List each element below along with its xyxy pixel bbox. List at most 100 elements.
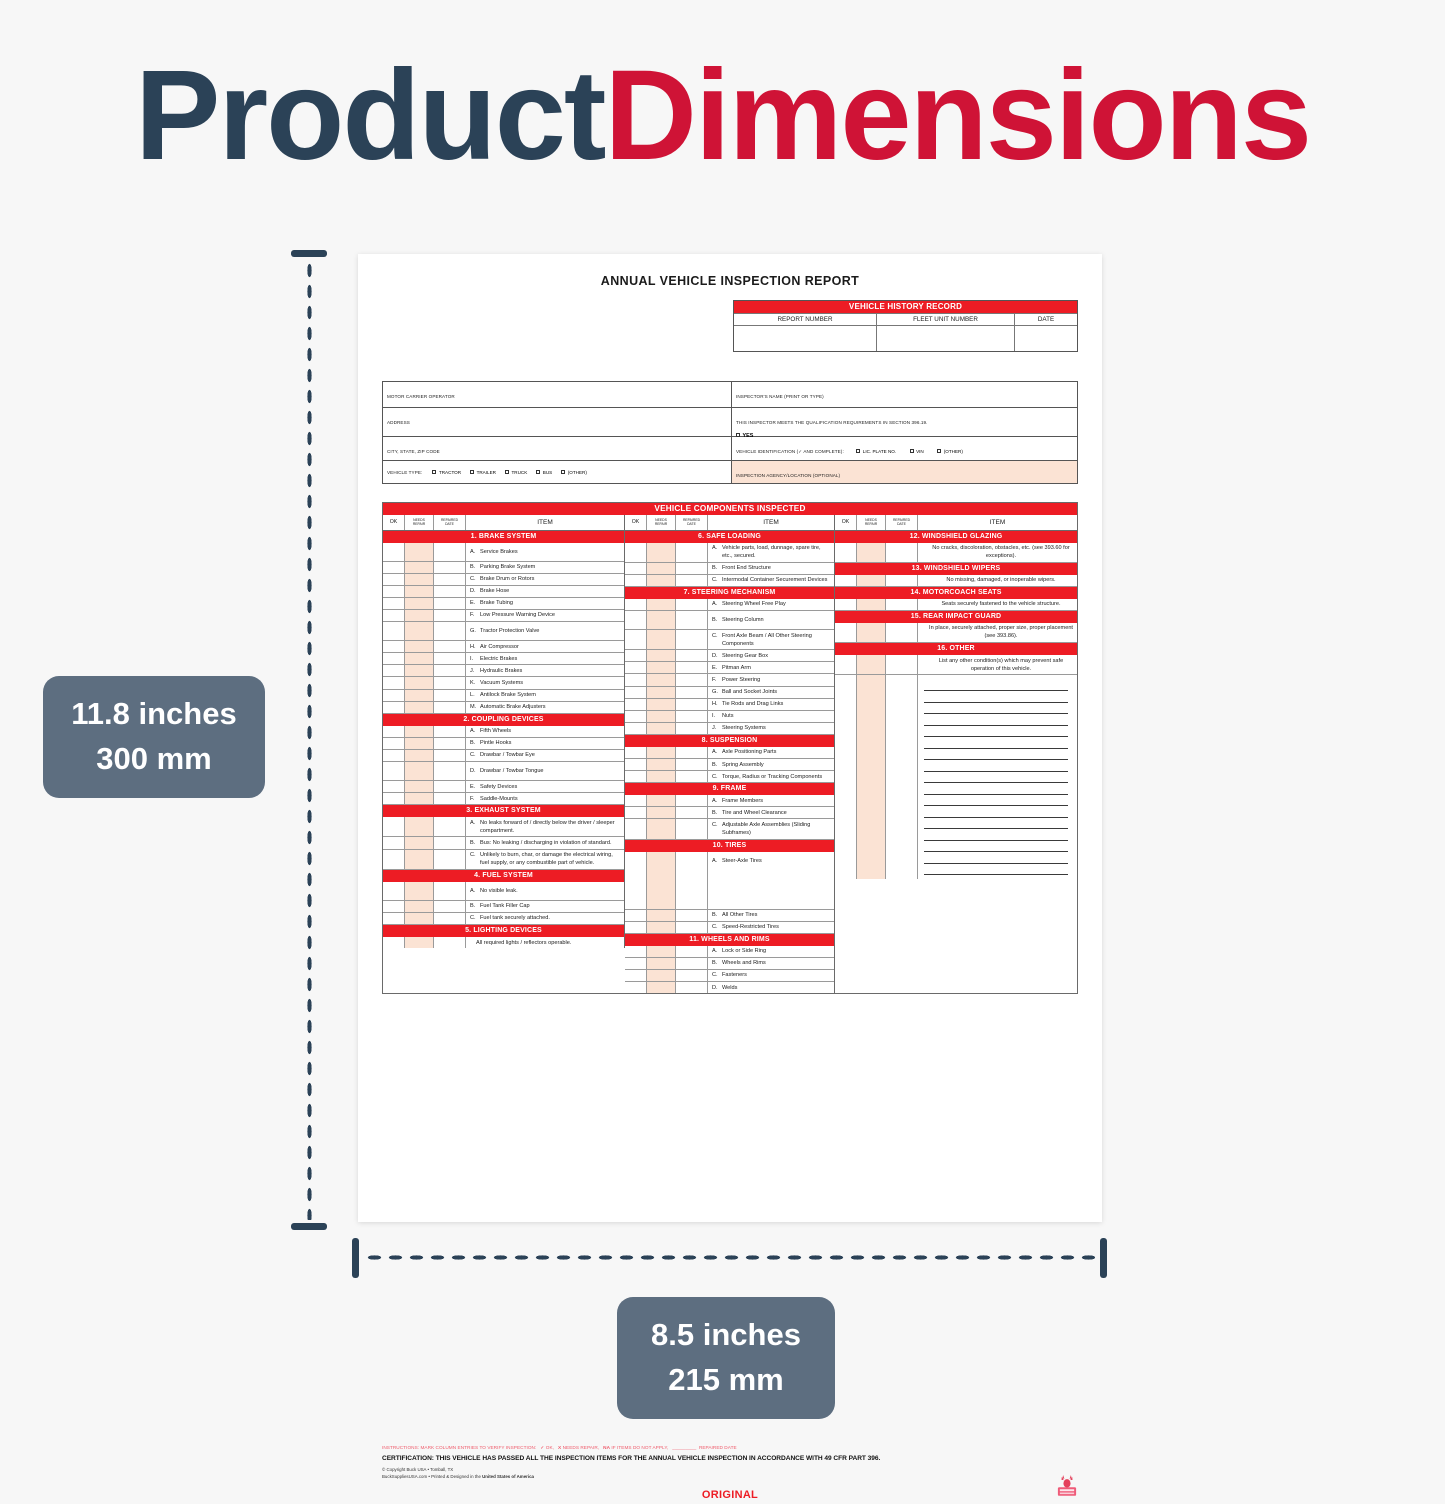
cell-repaired-date[interactable] xyxy=(886,622,918,643)
cell-needs-repair[interactable] xyxy=(405,561,434,573)
cell-repaired-date[interactable] xyxy=(676,562,708,574)
cell-ok[interactable] xyxy=(625,722,647,734)
cell-needs-repair[interactable] xyxy=(405,573,434,585)
write-in-line[interactable] xyxy=(924,691,1068,703)
vhr-field-fleet-unit-number[interactable] xyxy=(877,326,1014,351)
cell-repaired-date[interactable] xyxy=(434,737,466,749)
cell-ok[interactable] xyxy=(625,630,647,650)
cell-ok[interactable] xyxy=(625,610,647,630)
cell-needs-repair[interactable] xyxy=(647,562,676,574)
cell-needs-repair[interactable] xyxy=(405,912,434,925)
cell-ok[interactable] xyxy=(383,749,405,761)
cell-repaired-date[interactable] xyxy=(676,630,708,650)
cell-repaired-date[interactable] xyxy=(886,675,918,879)
cell-needs-repair[interactable] xyxy=(405,653,434,665)
field-address[interactable]: ADDRESS xyxy=(383,408,732,436)
cell-ok[interactable] xyxy=(383,701,405,713)
cell-ok[interactable] xyxy=(383,585,405,597)
field-city-state-zip[interactable]: CITY, STATE, ZIP CODE xyxy=(383,437,732,460)
cell-needs-repair[interactable] xyxy=(647,722,676,734)
cell-ok[interactable] xyxy=(383,781,405,793)
cell-ok[interactable] xyxy=(625,759,647,771)
cell-repaired-date[interactable] xyxy=(676,851,708,909)
cell-repaired-date[interactable] xyxy=(676,909,708,921)
cell-ok[interactable] xyxy=(625,807,647,819)
cell-repaired-date[interactable] xyxy=(676,710,708,722)
cell-needs-repair[interactable] xyxy=(647,698,676,710)
checkbox-vin[interactable]: VIN xyxy=(909,449,924,454)
cell-ok[interactable] xyxy=(625,598,647,610)
cell-needs-repair[interactable] xyxy=(647,574,676,586)
cell-repaired-date[interactable] xyxy=(434,781,466,793)
cell-ok[interactable] xyxy=(835,655,857,675)
write-in-line[interactable] xyxy=(924,829,1068,841)
cell-ok[interactable] xyxy=(383,677,405,689)
cell-needs-repair[interactable] xyxy=(857,655,886,675)
cell-repaired-date[interactable] xyxy=(676,686,708,698)
cell-ok[interactable] xyxy=(383,900,405,912)
cell-needs-repair[interactable] xyxy=(405,677,434,689)
cell-needs-repair[interactable] xyxy=(405,781,434,793)
cell-needs-repair[interactable] xyxy=(647,957,676,969)
cell-needs-repair[interactable] xyxy=(405,622,434,641)
write-in-line[interactable] xyxy=(924,760,1068,772)
cell-repaired-date[interactable] xyxy=(434,597,466,609)
write-in-line[interactable] xyxy=(924,852,1068,864)
cell-ok[interactable] xyxy=(383,689,405,701)
cell-ok[interactable] xyxy=(383,622,405,641)
cell-ok[interactable] xyxy=(625,921,647,933)
cell-repaired-date[interactable] xyxy=(886,598,918,610)
checkbox-vehicle-id-other[interactable]: (OTHER) xyxy=(937,449,963,454)
cell-needs-repair[interactable] xyxy=(405,937,434,949)
write-in-line[interactable] xyxy=(924,726,1068,738)
cell-needs-repair[interactable] xyxy=(647,686,676,698)
cell-repaired-date[interactable] xyxy=(434,849,466,869)
cell-repaired-date[interactable] xyxy=(676,969,708,982)
cell-repaired-date[interactable] xyxy=(434,793,466,805)
cell-ok[interactable] xyxy=(383,793,405,805)
cell-repaired-date[interactable] xyxy=(434,653,466,665)
cell-ok[interactable] xyxy=(383,849,405,869)
cell-ok[interactable] xyxy=(383,937,405,949)
cell-repaired-date[interactable] xyxy=(434,542,466,561)
cell-repaired-date[interactable] xyxy=(676,574,708,586)
write-in-line[interactable] xyxy=(924,795,1068,807)
cell-repaired-date[interactable] xyxy=(434,609,466,622)
cell-repaired-date[interactable] xyxy=(434,701,466,713)
write-in-line[interactable] xyxy=(924,749,1068,761)
cell-needs-repair[interactable] xyxy=(647,630,676,650)
checkbox-vehicle-type-truck[interactable]: TRUCK xyxy=(504,470,527,475)
cell-ok[interactable] xyxy=(383,817,405,837)
cell-repaired-date[interactable] xyxy=(434,665,466,677)
checkbox-vehicle-type-tractor[interactable]: TRACTOR xyxy=(432,470,461,475)
cell-needs-repair[interactable] xyxy=(405,762,434,781)
cell-needs-repair[interactable] xyxy=(405,597,434,609)
cell-repaired-date[interactable] xyxy=(434,622,466,641)
cell-repaired-date[interactable] xyxy=(676,746,708,758)
cell-repaired-date[interactable] xyxy=(434,749,466,761)
cell-needs-repair[interactable] xyxy=(405,725,434,737)
cell-needs-repair[interactable] xyxy=(647,921,676,933)
cell-repaired-date[interactable] xyxy=(676,957,708,969)
cell-needs-repair[interactable] xyxy=(647,610,676,630)
cell-repaired-date[interactable] xyxy=(886,655,918,675)
cell-repaired-date[interactable] xyxy=(434,573,466,585)
cell-ok[interactable] xyxy=(383,561,405,573)
cell-needs-repair[interactable] xyxy=(647,909,676,921)
cell-needs-repair[interactable] xyxy=(857,598,886,610)
cell-needs-repair[interactable] xyxy=(647,662,676,674)
cell-needs-repair[interactable] xyxy=(405,837,434,849)
cell-needs-repair[interactable] xyxy=(647,771,676,783)
cell-ok[interactable] xyxy=(625,909,647,921)
cell-ok[interactable] xyxy=(383,665,405,677)
cell-needs-repair[interactable] xyxy=(647,598,676,610)
write-in-line[interactable] xyxy=(924,772,1068,784)
checkbox-qualification-yes[interactable]: YES xyxy=(736,433,1073,439)
cell-ok[interactable] xyxy=(625,819,647,839)
cell-ok[interactable] xyxy=(835,598,857,610)
checkbox-vehicle-type-bus[interactable]: BUS xyxy=(536,470,552,475)
cell-repaired-date[interactable] xyxy=(434,561,466,573)
cell-needs-repair[interactable] xyxy=(405,701,434,713)
cell-ok[interactable] xyxy=(625,686,647,698)
cell-ok[interactable] xyxy=(625,945,647,957)
